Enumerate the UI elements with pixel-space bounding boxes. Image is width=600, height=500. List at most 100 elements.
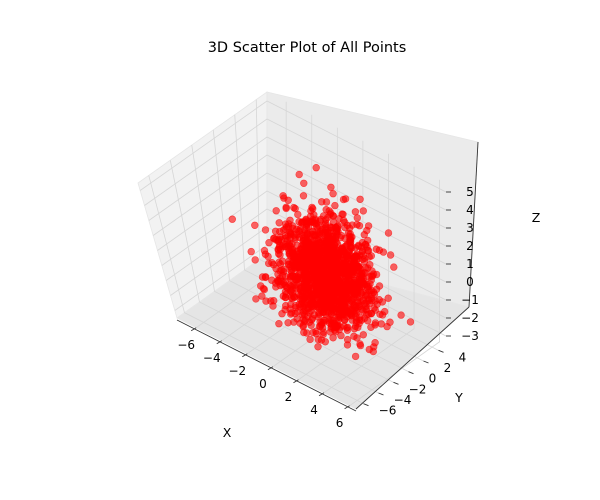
x-tick-mark: [242, 353, 248, 358]
scatter-point: [300, 304, 308, 312]
scatter-point: [274, 270, 282, 278]
scatter-point: [228, 215, 237, 223]
z-tick-label: 3: [466, 221, 474, 235]
scatter-point: [272, 207, 280, 215]
scatter-point: [312, 164, 320, 172]
scatter-point: [305, 309, 313, 317]
z-tick-label: 4: [466, 203, 474, 217]
scatter-point: [339, 286, 348, 294]
scatter-point: [351, 322, 360, 331]
scatter-point: [327, 183, 335, 192]
scatter-point: [350, 332, 358, 340]
x-tick-mark: [293, 379, 299, 384]
scatter-point: [307, 300, 315, 309]
y-tick-label: −4: [394, 393, 412, 407]
scatter-point: [378, 311, 387, 319]
x-tick-mark: [267, 366, 274, 371]
scatter-point: [345, 237, 354, 245]
scatter-point: [251, 221, 259, 230]
z-tick-label: 2: [466, 239, 474, 253]
scatter-point: [365, 253, 373, 261]
scatter-point: [342, 252, 351, 261]
scatter-point: [247, 247, 255, 256]
x-tick-label: 6: [336, 416, 344, 430]
scatter-point: [271, 227, 280, 236]
scatter-point: [289, 292, 298, 301]
scatter-point: [326, 223, 335, 231]
z-tick-label: −3: [461, 329, 479, 343]
z-gridline: [139, 100, 447, 193]
scatter-point: [297, 245, 305, 254]
x-axis-line: [176, 319, 357, 412]
x-tick-mark: [344, 405, 350, 410]
y-tick-mark: [408, 371, 414, 375]
scatter-point: [258, 292, 266, 300]
scatter-point: [307, 266, 316, 274]
y-tick-mark: [423, 360, 429, 364]
scatter-point: [312, 283, 320, 291]
scatter-point: [353, 250, 361, 258]
scatter-point: [384, 294, 392, 302]
data-points: [228, 164, 415, 361]
x-axis-label: X: [223, 425, 232, 440]
y-tick-label: 0: [429, 372, 437, 386]
x-tick-label: −6: [177, 338, 195, 352]
scatter-point: [306, 335, 314, 344]
scatter-point: [367, 286, 376, 295]
z-tick-label: −2: [461, 311, 479, 325]
y-tick-mark: [393, 381, 399, 385]
scatter-point: [356, 341, 365, 350]
x-tick-mark: [318, 392, 325, 397]
scatter-point: [351, 208, 360, 216]
y-tick-label: 4: [459, 350, 467, 364]
scatter-point: [331, 201, 339, 210]
z-gridline: [152, 154, 447, 247]
scatter-point: [274, 277, 283, 286]
scatter-point: [361, 269, 370, 277]
z-gridline: [165, 208, 447, 301]
scatter-point: [364, 246, 372, 255]
y-gridline: [255, 99, 439, 351]
scatter-point: [281, 293, 290, 302]
scatter-point: [299, 192, 308, 200]
scatter-point: [350, 267, 358, 276]
scatter-point: [302, 249, 310, 257]
scatter-point: [303, 329, 311, 337]
scatter-point: [319, 275, 328, 283]
scatter-point: [332, 229, 340, 237]
scatter-point: [371, 321, 379, 329]
scatter-point: [329, 190, 337, 198]
x-tick-label: 4: [310, 403, 318, 417]
x-tick-mark: [190, 327, 197, 332]
y-axis-line: [355, 306, 470, 410]
scatter-point: [354, 263, 363, 271]
z-axis-label: Z: [532, 210, 541, 225]
scatter-point: [355, 302, 364, 310]
scatter-point: [295, 227, 303, 236]
scatter-point: [289, 272, 297, 280]
scatter-point: [295, 170, 303, 179]
scatter-point: [290, 203, 298, 212]
scatter-point: [318, 198, 326, 206]
scatter-point: [291, 233, 299, 242]
scatter-point: [367, 276, 375, 284]
scatter-point: [307, 207, 315, 215]
scatter-point: [350, 307, 358, 315]
scatter-point: [353, 214, 361, 222]
scatter-point: [321, 263, 329, 271]
scatter-point: [275, 250, 283, 258]
scatter-point: [324, 304, 332, 312]
scatter-point: [280, 194, 288, 202]
scatter-point: [286, 216, 294, 225]
scatter-point: [302, 290, 311, 298]
scatter-point: [372, 245, 381, 253]
scatter-point: [368, 267, 376, 275]
y-tick-mark: [438, 349, 444, 353]
y-gridline: [234, 114, 424, 362]
scatter-point: [367, 310, 375, 318]
scatter-point: [330, 251, 338, 260]
y-tick-label: 2: [444, 361, 452, 375]
scatter-point: [308, 316, 316, 324]
scatter-point: [339, 216, 348, 225]
